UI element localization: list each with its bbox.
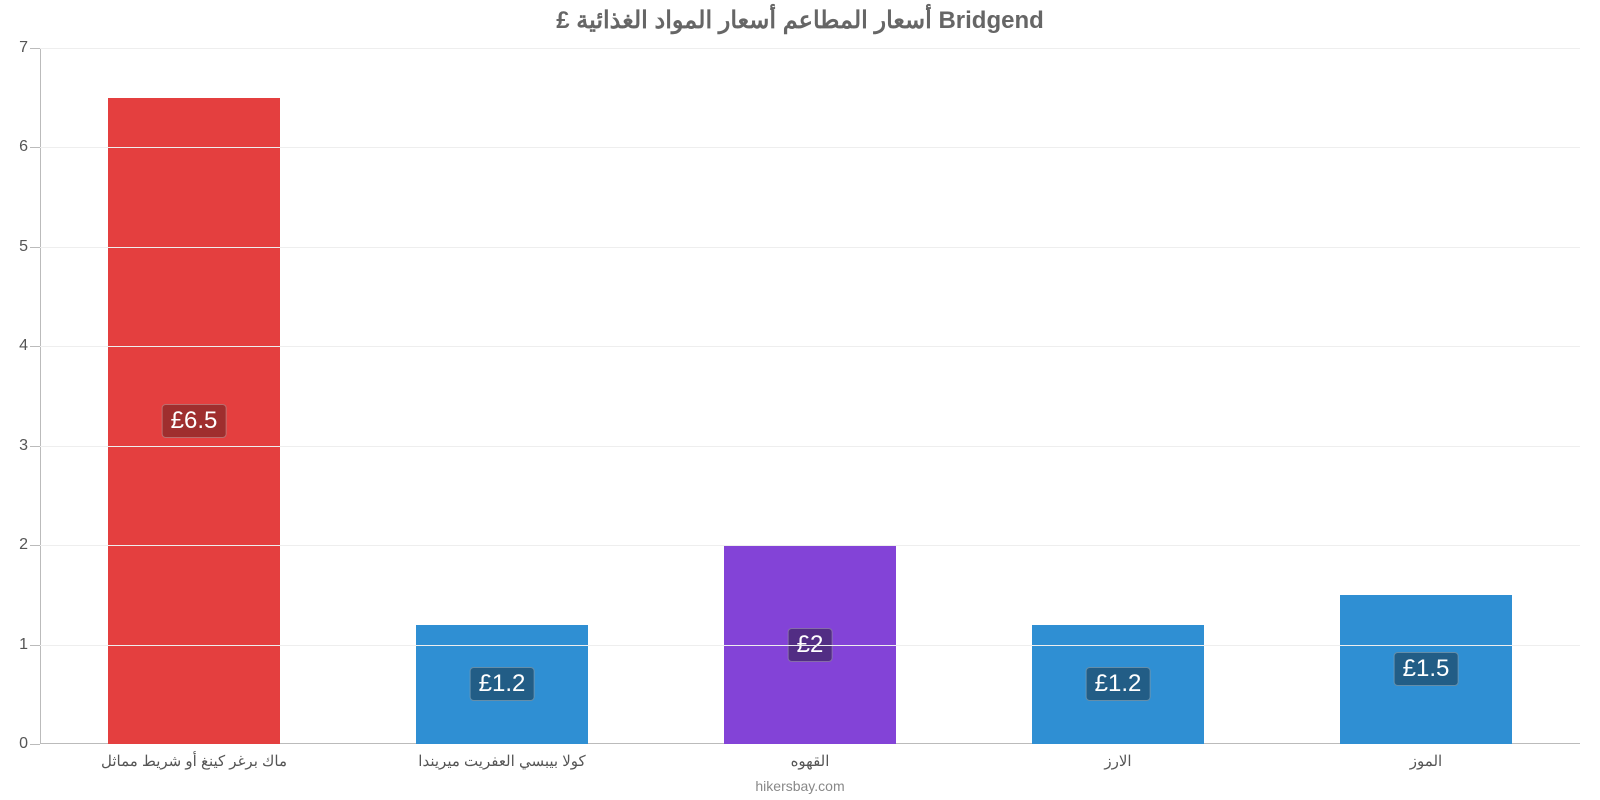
y-tick-label: 6 [19,138,40,156]
gridline [40,48,1580,49]
gridline [40,247,1580,248]
gridline [40,346,1580,347]
y-tick-label: 2 [19,536,40,554]
x-tick-label: القهوه [791,744,830,770]
gridline [40,645,1580,646]
y-tick-label: 4 [19,337,40,355]
x-tick-label: ماك برغر كينغ أو شريط مماثل [101,744,287,770]
x-tick-label: الموز [1410,744,1442,770]
plot-area: £6.5£1.2£2£1.2£1.5 01234567ماك برغر كينغ… [40,48,1580,744]
y-tick-label: 7 [19,39,40,57]
value-badge: £1.5 [1394,652,1459,686]
value-badge: £1.2 [1086,667,1151,701]
value-badge: £6.5 [162,404,227,438]
gridline [40,545,1580,546]
bars-layer: £6.5£1.2£2£1.2£1.5 [40,48,1580,744]
price-bar-chart: Bridgend أسعار المطاعم أسعار المواد الغذ… [0,0,1600,800]
chart-title: Bridgend أسعار المطاعم أسعار المواد الغذ… [0,6,1600,35]
footer-attribution: hikersbay.com [0,778,1600,794]
y-tick-label: 1 [19,636,40,654]
y-tick-label: 0 [19,735,40,753]
x-tick-label: كولا بيبسي العفريت ميريندا [418,744,585,770]
value-badge: £1.2 [470,667,535,701]
x-tick-label: الارز [1104,744,1131,770]
gridline [40,446,1580,447]
y-tick-label: 5 [19,238,40,256]
gridline [40,147,1580,148]
y-tick-label: 3 [19,437,40,455]
